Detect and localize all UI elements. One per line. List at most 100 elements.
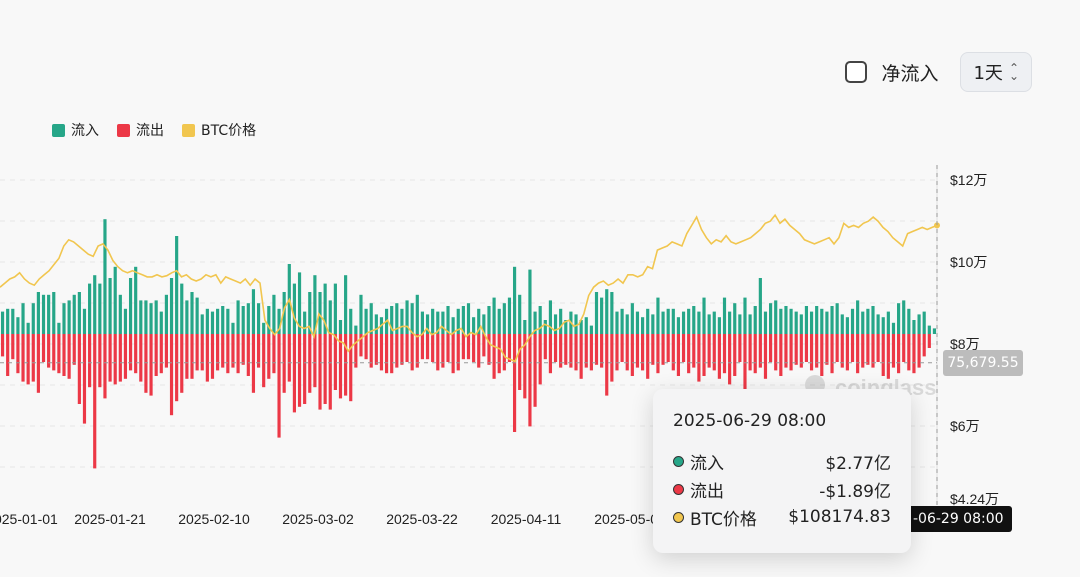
outflow-bar xyxy=(620,334,624,362)
outflow-bar xyxy=(477,334,481,368)
outflow-bar xyxy=(287,334,291,382)
inflow-bar xyxy=(697,311,701,334)
inflow-bar xyxy=(431,308,435,334)
outflow-bar xyxy=(748,334,752,371)
inflow-bar xyxy=(605,289,609,334)
outflow-bar xyxy=(431,334,435,362)
inflow-bar xyxy=(175,236,179,334)
inflow-bar xyxy=(774,300,778,334)
inflow-bar xyxy=(861,311,865,334)
inflow-bar xyxy=(553,314,558,334)
inflow-bar xyxy=(139,300,143,334)
inflow-bar xyxy=(41,294,46,334)
outflow-bar xyxy=(533,334,537,407)
outflow-bar xyxy=(231,334,235,368)
inflow-bar xyxy=(615,311,619,334)
inflow-bar xyxy=(0,311,5,334)
inflow-bar xyxy=(620,308,624,334)
outflow-bar xyxy=(753,334,757,374)
outflow-bar xyxy=(610,334,614,382)
inflow-bar xyxy=(262,322,266,334)
y-axis-ticks: $12万 $10万 $8万 $6万 $4.24万 xyxy=(950,172,999,507)
crosshair-x-label: -06-29 08:00 xyxy=(905,506,1012,532)
inflow-bar xyxy=(789,308,793,334)
inflow-bar xyxy=(425,314,430,334)
inflow-bar xyxy=(850,308,855,334)
outflow-bar xyxy=(881,334,885,376)
outflow-bar xyxy=(415,334,419,368)
outflow-bar xyxy=(374,334,378,365)
outflow-bar xyxy=(6,334,10,376)
outflow-bar xyxy=(328,334,332,410)
outflow-bar xyxy=(779,334,783,376)
outflow-bar xyxy=(512,334,517,432)
outflow-bar xyxy=(641,334,645,371)
outflow-bar xyxy=(518,334,522,390)
outflow-bar xyxy=(861,334,865,368)
tooltip-row-outflow: 流出 -$1.89亿 xyxy=(673,475,891,503)
inflow-bar xyxy=(671,308,675,334)
outflow-bar xyxy=(666,334,670,362)
legend-item-inflow[interactable]: 流入 xyxy=(52,120,99,140)
outflow-bar xyxy=(825,334,829,365)
outflow-bar xyxy=(472,334,476,362)
inflow-bar xyxy=(743,297,747,334)
outflow-bar xyxy=(226,334,230,374)
outflow-bar xyxy=(907,334,911,371)
inflow-bar xyxy=(185,300,189,334)
outflow-bar xyxy=(221,334,225,368)
outflow-bar xyxy=(154,334,158,376)
inflow-bar xyxy=(82,308,87,334)
inflow-bar xyxy=(216,308,220,334)
inflow-bar xyxy=(687,308,691,334)
outflow-bar xyxy=(282,334,286,393)
outflow-bar xyxy=(579,334,583,379)
outflow-bar xyxy=(543,334,547,360)
tooltip-row-inflow: 流入 $2.77亿 xyxy=(673,447,891,475)
inflow-bar xyxy=(794,311,798,334)
outflow-bar xyxy=(236,334,240,374)
inflow-bar xyxy=(891,322,896,334)
outflow-bar xyxy=(564,334,568,365)
inflow-bar xyxy=(113,266,117,334)
outflow-bar xyxy=(615,334,619,371)
outflow-bar xyxy=(349,334,353,402)
legend-item-btc-price[interactable]: BTC价格 xyxy=(182,120,256,140)
outflow-bar xyxy=(809,334,814,371)
inflow-bar xyxy=(98,283,102,334)
legend-swatch-inflow xyxy=(52,123,65,137)
net-inflow-label: 净流入 xyxy=(881,62,939,85)
outflow-bar xyxy=(635,334,640,368)
outflow-bar xyxy=(256,334,261,368)
inflow-bar xyxy=(646,308,650,334)
inflow-bar xyxy=(927,325,931,334)
inflow-bar xyxy=(415,294,419,334)
outflow-bar xyxy=(589,334,593,371)
outflow-bar xyxy=(344,334,348,396)
inflow-bar xyxy=(656,297,660,334)
period-select[interactable]: 1天 ⌃ ⌄ xyxy=(960,52,1032,92)
outflow-bar xyxy=(794,334,798,365)
x-tick-label: 2025-04-11 xyxy=(491,511,562,527)
x-tick-label: 2025-03-22 xyxy=(386,511,458,527)
outflow-bar xyxy=(897,334,901,374)
outflow-bar xyxy=(548,334,553,374)
outflow-bar xyxy=(656,334,660,374)
outflow-bar xyxy=(139,334,143,382)
inflow-bar xyxy=(11,308,15,334)
outflow-bar xyxy=(52,334,56,371)
outflow-bar xyxy=(159,334,163,374)
inflow-bar xyxy=(625,314,629,334)
net-inflow-checkbox[interactable] xyxy=(845,61,868,83)
inflow-bar xyxy=(661,311,665,334)
inflow-bar xyxy=(164,294,168,334)
inflow-bar xyxy=(36,292,40,334)
inflow-bar xyxy=(523,320,527,334)
outflow-bar xyxy=(272,334,276,374)
inflow-bar xyxy=(128,278,133,334)
inflow-bar xyxy=(763,311,768,334)
inflow-bar xyxy=(528,269,532,334)
outflow-bar xyxy=(251,334,256,393)
x-tick-label: 2025-01-21 xyxy=(74,511,146,527)
legend-item-outflow[interactable]: 流出 xyxy=(117,120,164,140)
